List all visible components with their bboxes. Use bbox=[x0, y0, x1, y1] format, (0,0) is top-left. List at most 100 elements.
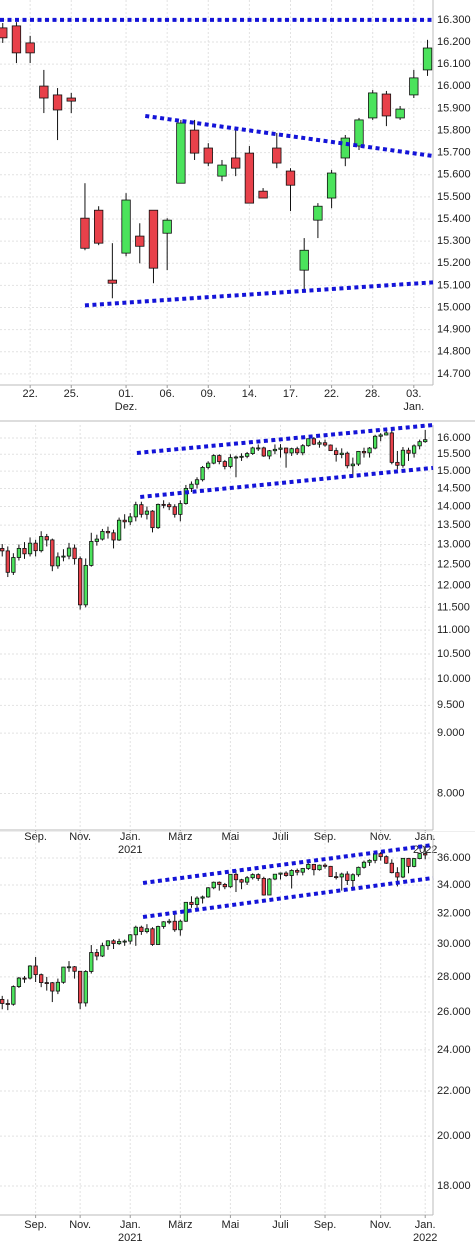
candle-body bbox=[231, 157, 241, 169]
candle-body bbox=[66, 97, 76, 102]
candle-body bbox=[116, 941, 122, 944]
candle-body bbox=[161, 503, 166, 506]
y-tick-label: 13.500 bbox=[437, 519, 471, 531]
candle-body bbox=[89, 541, 94, 566]
y-tick-label: 15.500 bbox=[437, 448, 471, 460]
candle-body bbox=[94, 952, 99, 957]
candle-body bbox=[27, 965, 33, 979]
candle-body bbox=[116, 519, 122, 541]
candle-body bbox=[356, 866, 361, 876]
y-tick-label: 20.000 bbox=[437, 1130, 471, 1142]
candle-body bbox=[417, 441, 422, 447]
y-tick-label: 11.000 bbox=[437, 624, 470, 636]
y-tick-label: 14.000 bbox=[437, 500, 471, 512]
x-tick-label: Juli bbox=[272, 1219, 289, 1231]
candle-body bbox=[111, 532, 116, 541]
candle-body bbox=[128, 516, 133, 523]
candle-body bbox=[128, 934, 133, 942]
candle-body bbox=[72, 966, 77, 972]
candle-body bbox=[203, 147, 213, 164]
x-tick-label: Nov. bbox=[370, 1219, 392, 1231]
candle-body bbox=[39, 85, 49, 99]
candle-body bbox=[300, 868, 305, 873]
candle-body bbox=[161, 921, 166, 927]
candle-body bbox=[55, 556, 61, 567]
y-tick-label: 9.500 bbox=[437, 699, 465, 711]
candle-body bbox=[356, 450, 361, 465]
candle-body bbox=[11, 557, 16, 573]
x-tick-label-secondary: Jan. bbox=[403, 401, 424, 413]
candle-body bbox=[256, 447, 261, 450]
candle-body bbox=[0, 548, 5, 552]
y-tick-label: 12.000 bbox=[437, 579, 471, 591]
candle-body bbox=[189, 901, 194, 905]
candle-body bbox=[211, 455, 216, 464]
candle-body bbox=[368, 92, 378, 119]
candle-body bbox=[306, 863, 311, 869]
candle-body bbox=[350, 874, 355, 881]
candle-body bbox=[217, 455, 222, 462]
y-tick-label: 10.500 bbox=[437, 648, 471, 660]
candle-body bbox=[200, 467, 205, 481]
candle-body bbox=[150, 928, 155, 945]
candle-body bbox=[206, 887, 211, 898]
candle-body bbox=[400, 449, 406, 466]
x-tick-label: 09. bbox=[201, 388, 216, 400]
candle-body bbox=[61, 966, 66, 983]
trend-line bbox=[84, 280, 434, 308]
y-tick-label: 15.800 bbox=[437, 124, 471, 136]
candle-body bbox=[189, 483, 194, 489]
y-tick-label: 34.000 bbox=[437, 879, 471, 891]
candle-body bbox=[311, 863, 317, 871]
candle-body bbox=[384, 856, 389, 864]
candle-body bbox=[27, 542, 33, 555]
candle-body bbox=[122, 519, 127, 523]
candle-body bbox=[278, 447, 283, 450]
y-tick-label: 24.000 bbox=[437, 1044, 471, 1056]
y-tick-label: 11.500 bbox=[437, 601, 470, 613]
candle-body bbox=[11, 986, 16, 1005]
y-tick-label: 16.000 bbox=[437, 80, 471, 92]
x-tick-label: Sep. bbox=[24, 1219, 47, 1231]
candle-body bbox=[52, 94, 63, 111]
candle-body bbox=[350, 463, 355, 467]
candle-body bbox=[111, 940, 116, 944]
x-tick-label: 28. bbox=[365, 388, 380, 400]
candle-body bbox=[78, 970, 83, 1004]
candle-body bbox=[233, 456, 239, 459]
x-tick-label: 22. bbox=[324, 388, 339, 400]
y-tick-label: 10.000 bbox=[437, 673, 471, 685]
candle-body bbox=[417, 853, 422, 860]
candle-body bbox=[283, 447, 289, 454]
candle-body bbox=[381, 93, 392, 117]
candle-body bbox=[94, 538, 99, 542]
candle-body bbox=[300, 445, 305, 454]
candle-body bbox=[167, 504, 172, 508]
trend-line bbox=[136, 423, 434, 455]
candle-body bbox=[5, 1003, 10, 1005]
candle-body bbox=[326, 172, 337, 199]
candle-body bbox=[250, 447, 255, 454]
candle-body bbox=[411, 858, 417, 867]
candle-body bbox=[144, 510, 150, 515]
candle-body bbox=[228, 873, 233, 888]
y-tick-label: 15.300 bbox=[437, 235, 471, 247]
candle-body bbox=[22, 547, 27, 555]
candle-body bbox=[155, 503, 161, 529]
candle-body bbox=[206, 462, 211, 468]
x-tick-label-secondary: 2021 bbox=[118, 1232, 142, 1244]
candle-body bbox=[100, 945, 105, 957]
candle-body bbox=[16, 547, 22, 558]
x-tick-label: Mai bbox=[222, 1219, 240, 1231]
candle-body bbox=[33, 542, 38, 552]
x-tick-label: 14. bbox=[242, 388, 257, 400]
y-tick-label: 9.000 bbox=[437, 727, 465, 739]
y-tick-label: 15.000 bbox=[437, 301, 471, 313]
x-tick-label: Nov. bbox=[69, 1219, 91, 1231]
candle-body bbox=[395, 108, 405, 119]
candle-body bbox=[228, 457, 233, 467]
x-tick-label: 17. bbox=[283, 388, 298, 400]
y-tick-label: 18.000 bbox=[437, 1180, 471, 1192]
candle-body bbox=[33, 965, 38, 976]
